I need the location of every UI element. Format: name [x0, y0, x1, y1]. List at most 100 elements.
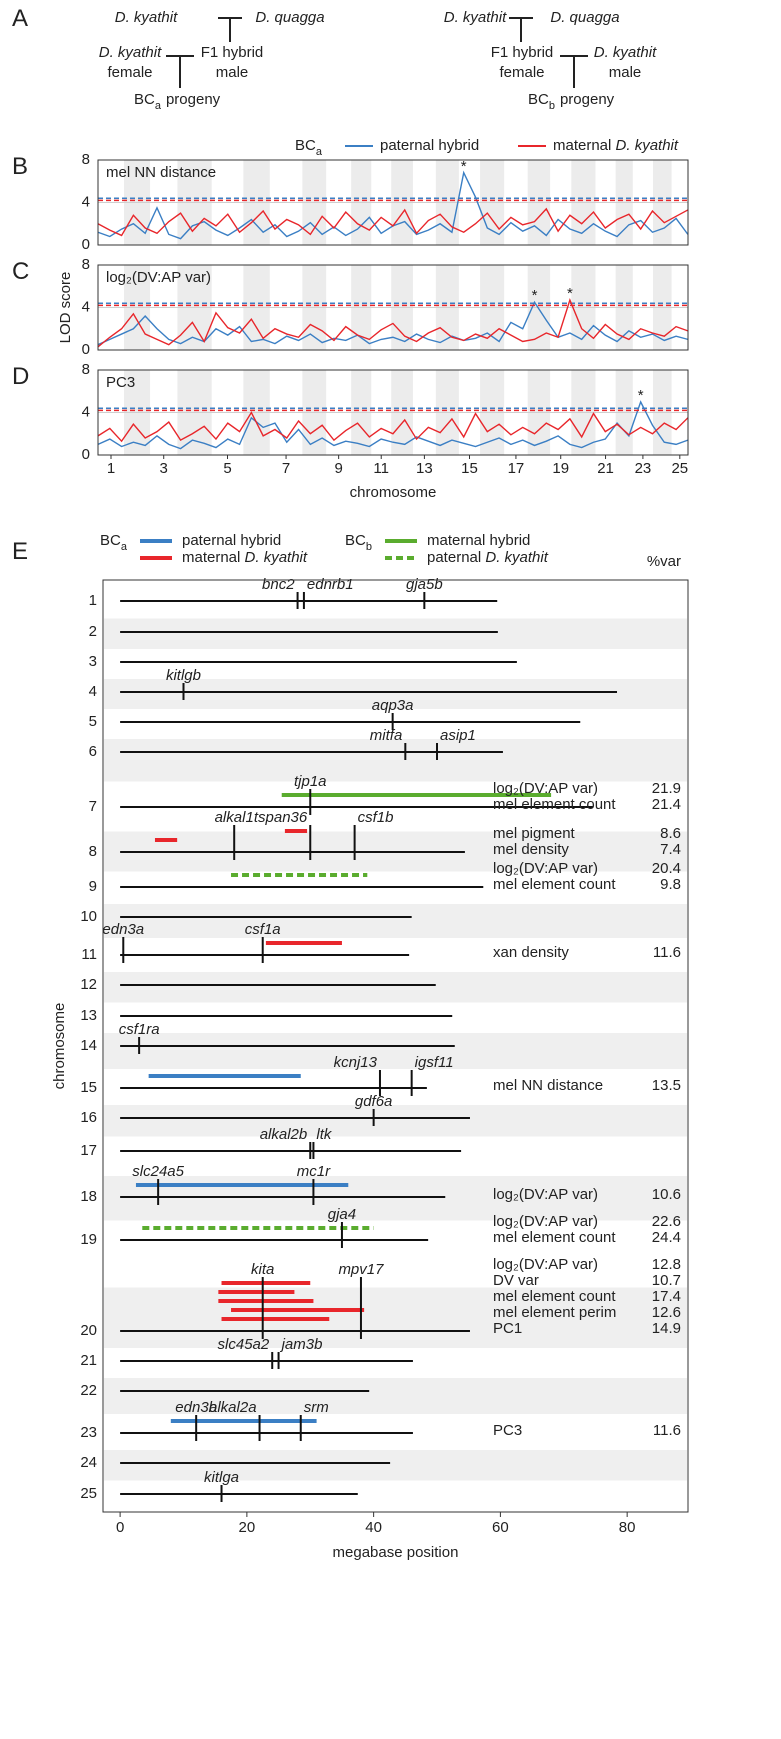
legend-title: BCb [345, 532, 372, 553]
trait-var: 22.6 [652, 1213, 681, 1230]
parent-sex: female [107, 64, 152, 81]
trait-var: 20.4 [652, 860, 681, 877]
lod-trace [97, 298, 689, 348]
gene-label: csf1ra [119, 1021, 160, 1038]
x-tick-label: 40 [365, 1519, 382, 1536]
trait-name: mel element count [493, 796, 616, 813]
trait-name: mel pigment [493, 825, 576, 842]
trait-name: log₂(DV:AP var) [493, 780, 598, 797]
parent-name: F1 hybrid [491, 44, 554, 61]
gene-label: alkal2b [260, 1126, 308, 1143]
chromosome-label: 23 [80, 1424, 97, 1441]
trait-var: 7.4 [660, 841, 681, 858]
x-tick-label: 80 [619, 1519, 636, 1536]
x-tick-label: 19 [552, 460, 569, 477]
row-band [104, 1105, 687, 1137]
x-tick-label: 15 [461, 460, 478, 477]
panel-letter: D [12, 363, 29, 390]
x-tick-label: 11 [373, 460, 389, 477]
row-band [104, 972, 687, 1003]
row-band [104, 679, 687, 709]
plot-frame [97, 264, 689, 351]
x-tick-label: 1 [107, 460, 115, 477]
legend-label: maternal D. kyathit [182, 549, 308, 566]
legend-label: maternal hybrid [427, 532, 530, 549]
gene-label: csf1b [358, 809, 394, 826]
gene-label: ednrb1 [307, 576, 354, 593]
trait-name: mel element count [493, 1229, 616, 1246]
chromosome-label: 20 [80, 1322, 97, 1339]
y-tick-label: 0 [82, 236, 90, 253]
chromosome-label: 11 [81, 946, 97, 963]
chromosome-label: 8 [89, 843, 97, 860]
x-tick-label: 5 [223, 460, 231, 477]
panel-letter: A [12, 5, 28, 32]
y-tick-label: 4 [82, 193, 90, 210]
trait-var: 8.6 [660, 825, 681, 842]
gene-label: gja4 [328, 1206, 356, 1223]
label-subscript: a [121, 541, 128, 553]
trait-var: 24.4 [652, 1229, 681, 1246]
gene-label: srm [304, 1399, 329, 1416]
trait-var: 9.8 [660, 876, 681, 893]
y-axis-label: chromosome [51, 1003, 68, 1090]
y-axis-label: LOD score [57, 272, 74, 344]
panel-letter: E [12, 538, 28, 565]
trait-name: PC3 [493, 1422, 522, 1439]
gene-label: alkal1 [215, 809, 254, 826]
trait-name: log₂(DV:AP var) [493, 1186, 598, 1203]
row-band [104, 1287, 687, 1348]
label-rest: progeny [560, 91, 615, 108]
chromosome-label: 17 [80, 1142, 97, 1159]
gene-label: kita [251, 1261, 274, 1278]
lod-trace [97, 207, 689, 237]
gene-label: gja5b [406, 576, 443, 593]
trait-var: 11.6 [653, 1422, 681, 1439]
parent-name: D. kyathit [594, 44, 657, 61]
x-tick-label: 20 [239, 1519, 256, 1536]
trait-name: log₂(DV:AP var) [493, 1256, 598, 1273]
chromosome-label: 7 [89, 798, 97, 815]
parent-label: D. kyathit [444, 9, 507, 26]
gene-label: igsf11 [415, 1054, 454, 1071]
chromosome-label: 5 [89, 713, 97, 730]
x-tick-label: 7 [282, 460, 290, 477]
chromosome-label: 19 [80, 1231, 97, 1248]
gene-label: asip1 [440, 727, 476, 744]
chromosome-label: 4 [89, 683, 97, 700]
legend-label: paternal hybrid [380, 137, 479, 154]
gene-label: mc1r [297, 1163, 331, 1180]
trait-name: mel NN distance [493, 1077, 603, 1094]
trait-name: mel element count [493, 1288, 616, 1305]
panel-title: PC3 [106, 374, 135, 391]
gene-label: mitfa [370, 727, 403, 744]
row-band [104, 904, 687, 938]
gene-label: jam3b [280, 1336, 323, 1353]
gene-label: bnc2 [262, 576, 295, 593]
x-tick-label: 3 [160, 460, 168, 477]
row-band [104, 1176, 687, 1221]
chromosome-label: 12 [80, 976, 97, 993]
chromosome-label: 16 [80, 1109, 97, 1126]
y-tick-label: 4 [82, 403, 90, 420]
label-base: BC [100, 532, 121, 549]
y-tick-label: 8 [82, 361, 90, 378]
gene-label: slc24a5 [132, 1163, 184, 1180]
x-tick-label: 60 [492, 1519, 509, 1536]
label-subscript: b [366, 541, 372, 553]
gene-label: alkal2a [209, 1399, 257, 1416]
trait-var: 10.6 [652, 1186, 681, 1203]
parent-name: F1 hybrid [201, 44, 264, 61]
row-band [104, 1378, 687, 1414]
chromosome-label: 3 [89, 653, 97, 670]
progeny-label: BCb progeny [528, 91, 615, 112]
panel-letter: C [12, 258, 29, 285]
plot-frame [102, 579, 689, 1513]
gene-label: slc45a2 [218, 1336, 270, 1353]
gene-label: mpv17 [338, 1261, 384, 1278]
lod-trace [97, 411, 689, 443]
gene-label: edn3a [102, 921, 144, 938]
y-tick-label: 8 [82, 151, 90, 168]
